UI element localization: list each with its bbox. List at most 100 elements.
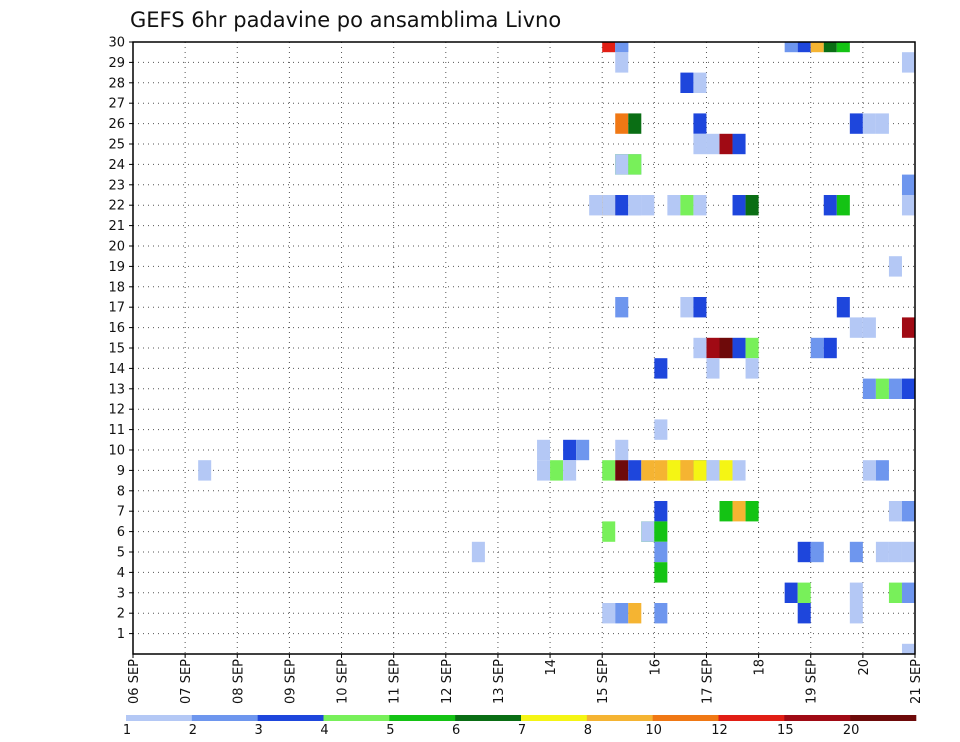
heatmap-cell	[667, 460, 681, 481]
y-tick-label: 1	[117, 627, 125, 642]
colorbar-tick-label: 8	[584, 723, 592, 738]
heatmap-cell	[706, 460, 720, 481]
x-tick-label: 13 SEP	[492, 659, 507, 704]
heatmap-cell	[602, 603, 616, 624]
heatmap-cell	[654, 521, 668, 542]
heatmap-cell	[654, 541, 668, 563]
x-tick-label: 11 SEP	[388, 659, 403, 704]
colorbar-swatch	[191, 715, 258, 721]
heatmap-cell	[563, 439, 577, 461]
colorbar-swatch	[257, 715, 324, 721]
y-tick-label: 28	[108, 76, 125, 91]
x-tick-label: 09 SEP	[283, 659, 298, 704]
heatmap-cell	[654, 562, 668, 583]
y-tick-label: 22	[108, 199, 125, 214]
heatmap-cell	[823, 337, 837, 359]
heatmap-cell	[615, 195, 629, 216]
heatmap-cell	[823, 195, 837, 216]
heatmap-cell	[875, 460, 889, 481]
heatmap-cell	[901, 643, 915, 654]
heatmap-cell	[198, 460, 212, 481]
y-tick-label: 19	[108, 260, 125, 275]
heatmap-cell	[602, 195, 616, 216]
y-tick-label: 8	[117, 484, 125, 499]
heatmap-cell	[823, 42, 837, 53]
heatmap-cell	[901, 541, 915, 563]
heatmap-cell	[849, 317, 863, 338]
heatmap-cell	[602, 42, 616, 53]
x-tick-label: 20	[857, 659, 872, 676]
x-tick-label: 21 SEP	[909, 659, 924, 704]
x-tick-label: 12 SEP	[440, 659, 455, 704]
y-tick-label: 15	[108, 342, 125, 357]
y-tick-label: 6	[117, 525, 125, 540]
heatmap-cell	[706, 133, 720, 155]
heatmap-cell	[615, 297, 629, 318]
colorbar-swatch	[126, 715, 193, 721]
y-tick-label: 7	[117, 505, 125, 520]
heatmap-cell	[745, 337, 759, 359]
colorbar-tick-label: 5	[386, 723, 394, 738]
heatmap-cell	[550, 460, 564, 481]
heatmap-cell	[680, 297, 694, 318]
heatmap-cell	[693, 72, 707, 93]
heatmap-cell	[797, 541, 811, 563]
y-tick-label: 4	[117, 566, 125, 581]
heatmap-cell	[862, 317, 876, 338]
heatmap-cell	[615, 603, 629, 624]
heatmap-cell	[667, 195, 681, 216]
heatmap-cell	[875, 541, 889, 563]
y-tick-label: 5	[117, 546, 125, 561]
colorbar-tick-label: 7	[518, 723, 526, 738]
heatmap-cell	[654, 358, 668, 379]
colorbar-swatch	[586, 715, 653, 721]
heatmap-cell	[875, 113, 889, 134]
x-tick-label: 18	[753, 659, 768, 676]
heatmap-cell	[810, 541, 824, 563]
y-tick-label: 12	[108, 403, 125, 418]
colorbar-tick-label: 20	[843, 723, 860, 738]
heatmap-cell	[693, 195, 707, 216]
x-tick-label: 15 SEP	[596, 659, 611, 704]
colorbar-tick-labels: 1 2 3 4 5 6 7 8 10 12 15 20	[123, 723, 860, 738]
colorbar-swatch	[784, 715, 851, 721]
heatmap-cell	[693, 460, 707, 481]
colorbar-tick-label: 2	[189, 723, 197, 738]
y-tick-label: 2	[117, 607, 125, 622]
heatmap-cell	[901, 52, 915, 73]
heatmap-cell	[784, 582, 798, 603]
heatmap-cell	[680, 72, 694, 93]
heatmap-cell	[628, 113, 642, 134]
heatmap-cell	[615, 439, 629, 461]
heatmap-cell	[888, 256, 902, 277]
colorbar-legend	[126, 715, 917, 721]
y-tick-label: 14	[108, 362, 125, 377]
heatmap-cell	[680, 195, 694, 216]
heatmap-cell	[745, 195, 759, 216]
colorbar-tick-label: 3	[255, 723, 263, 738]
heatmap-cell	[862, 378, 876, 399]
heatmap-cell	[641, 460, 655, 481]
heatmap-cell	[797, 603, 811, 624]
heatmap-cell	[810, 42, 824, 53]
chart-title: GEFS 6hr padavine po ansamblima Livno	[130, 8, 561, 32]
heatmap-cell	[719, 501, 733, 522]
y-tick-label: 16	[108, 321, 125, 336]
y-tick-label: 10	[108, 444, 125, 459]
heatmap-cell	[641, 521, 655, 542]
heatmap-cell	[628, 154, 642, 175]
heatmap-cell	[628, 603, 642, 624]
heatmap-cell	[589, 195, 603, 216]
colorbar-swatch	[718, 715, 785, 721]
heatmap-cell	[836, 195, 850, 216]
heatmap-cell	[901, 174, 915, 195]
heatmap-cell	[537, 439, 551, 461]
heatmap-cell	[641, 195, 655, 216]
y-tick-label: 23	[108, 178, 125, 193]
heatmap-cell	[693, 297, 707, 318]
heatmap-cell	[576, 439, 590, 461]
heatmap-cell	[615, 154, 629, 175]
y-tick-label: 24	[108, 158, 125, 173]
heatmap-cell	[888, 541, 902, 563]
